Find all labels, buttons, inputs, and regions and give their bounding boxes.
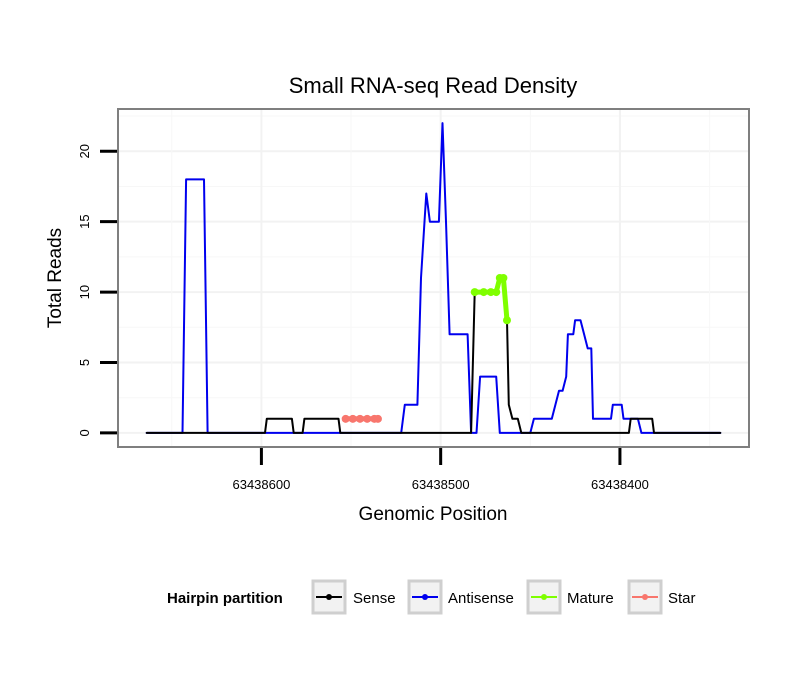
legend-point-mature bbox=[541, 594, 547, 600]
legend-point-antisense bbox=[422, 594, 428, 600]
legend-label-mature: Mature bbox=[567, 590, 614, 607]
legend-item-star: Star bbox=[627, 579, 696, 615]
plot-panel-border bbox=[117, 108, 750, 448]
legend-label-antisense: Antisense bbox=[448, 590, 514, 607]
data-point-star-2 bbox=[356, 414, 365, 423]
series-line-sense bbox=[145, 277, 722, 434]
data-point-star-5 bbox=[373, 414, 382, 423]
y-tick-label-2: 10 bbox=[77, 285, 92, 299]
legend-item-antisense: Antisense bbox=[407, 579, 514, 615]
y-tick-label-1: 5 bbox=[77, 359, 92, 366]
x-axis-label: Genomic Position bbox=[359, 504, 508, 525]
legend-item-mature: Mature bbox=[526, 579, 614, 615]
y-tick-label-0: 0 bbox=[77, 429, 92, 436]
x-tick-label-1: 63438500 bbox=[412, 477, 470, 492]
data-point-mature-6 bbox=[502, 316, 511, 325]
x-tick-label-2: 63438400 bbox=[591, 477, 649, 492]
legend-label-sense: Sense bbox=[353, 590, 396, 607]
series-line-mature bbox=[472, 275, 510, 323]
data-point-star-1 bbox=[348, 414, 357, 423]
y-tick-label-3: 15 bbox=[77, 214, 92, 228]
data-point-mature-3 bbox=[492, 288, 501, 297]
legend-point-sense bbox=[326, 594, 332, 600]
data-point-mature-5 bbox=[499, 274, 508, 282]
legend-item-sense: Sense bbox=[311, 579, 396, 615]
series-line-antisense bbox=[145, 122, 722, 434]
data-point-mature-0 bbox=[470, 288, 479, 297]
legend-label-star: Star bbox=[668, 590, 696, 607]
data-point-star-3 bbox=[363, 414, 372, 423]
legend-title: Hairpin partition bbox=[167, 590, 283, 607]
y-axis-label: Total Reads bbox=[45, 228, 66, 328]
legend: Hairpin partition Sense Antisense Mature… bbox=[167, 579, 696, 615]
chart-title: Small RNA-seq Read Density bbox=[289, 73, 578, 98]
x-tick-label-0: 63438600 bbox=[232, 477, 290, 492]
legend-point-star bbox=[642, 594, 648, 600]
data-point-star-0 bbox=[341, 414, 350, 423]
y-tick-label-4: 20 bbox=[77, 144, 92, 158]
series-layer bbox=[145, 122, 722, 434]
data-point-mature-1 bbox=[479, 288, 488, 297]
grid bbox=[118, 109, 749, 447]
axes: 0 5 10 15 20 63438600 63438500 63438400 bbox=[77, 144, 649, 492]
